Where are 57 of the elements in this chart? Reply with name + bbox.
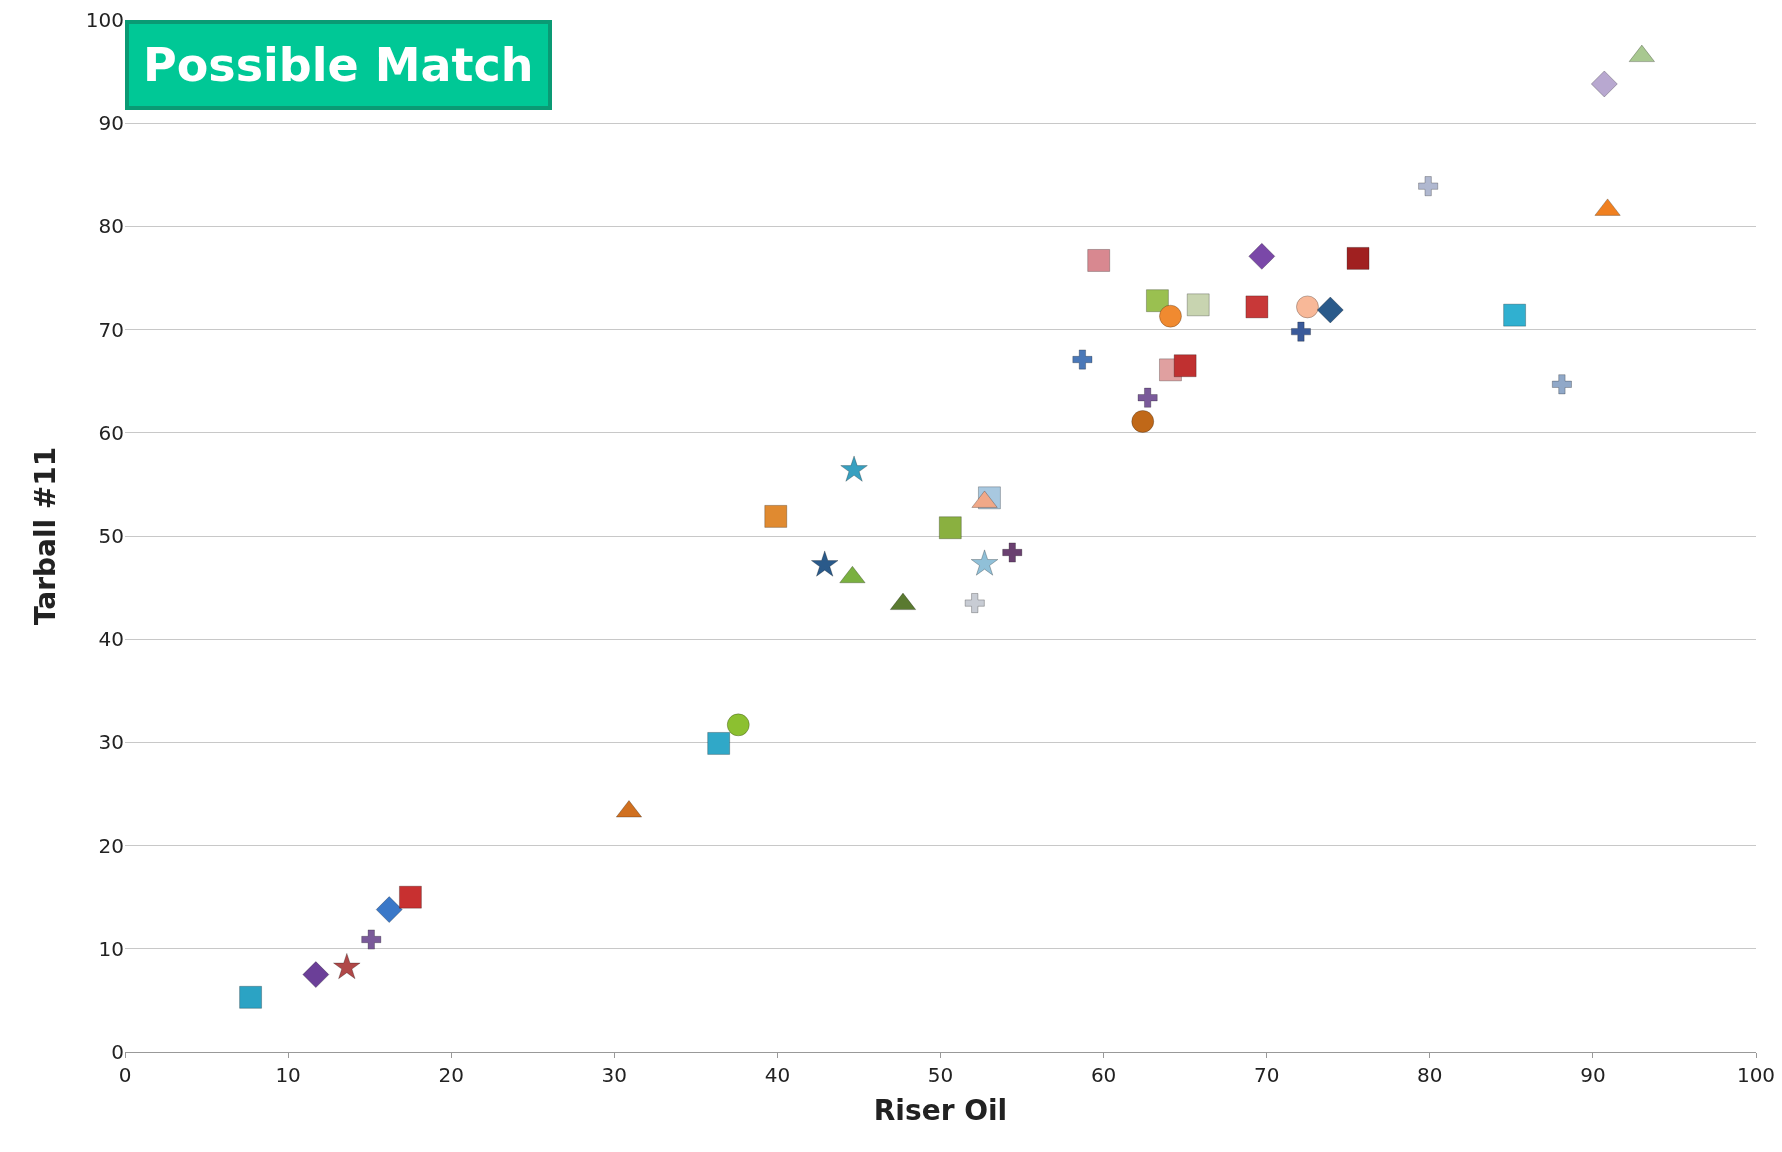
point bbox=[1186, 293, 1210, 317]
point bbox=[970, 549, 999, 576]
x-axis-title: Riser Oil bbox=[873, 1094, 1008, 1128]
point bbox=[375, 896, 403, 924]
point bbox=[810, 550, 839, 577]
point bbox=[1145, 289, 1169, 313]
point bbox=[361, 929, 382, 950]
point bbox=[1245, 295, 1269, 319]
point bbox=[1418, 176, 1439, 197]
point bbox=[1158, 304, 1182, 328]
x-tick-label: 100 bbox=[1736, 1063, 1776, 1087]
point bbox=[840, 455, 868, 482]
y-tick-label: 40 bbox=[98, 627, 124, 652]
point bbox=[1131, 409, 1155, 433]
y-tick-label: 90 bbox=[98, 111, 124, 136]
y-tick-label: 50 bbox=[98, 524, 124, 548]
x-tick-label: 50 bbox=[927, 1063, 954, 1087]
x-tick-label: 80 bbox=[1417, 1063, 1443, 1087]
x-tick-label: 60 bbox=[1090, 1063, 1117, 1087]
x-tick-label: 90 bbox=[1580, 1063, 1606, 1087]
x-tick-label: 30 bbox=[601, 1063, 628, 1087]
y-tick-label: 30 bbox=[98, 730, 124, 755]
y-tick-label: 10 bbox=[98, 936, 124, 961]
point bbox=[1290, 321, 1312, 342]
point bbox=[964, 592, 985, 614]
point bbox=[938, 516, 962, 540]
x-tick-label: 20 bbox=[438, 1063, 464, 1087]
point bbox=[1173, 354, 1197, 378]
annotation: Possible Match bbox=[143, 38, 534, 92]
point bbox=[1590, 70, 1618, 98]
y-tick-label: 80 bbox=[98, 214, 124, 239]
x-tick-label: 40 bbox=[764, 1063, 791, 1087]
point bbox=[764, 504, 788, 528]
x-tick-label: 10 bbox=[275, 1063, 301, 1087]
point bbox=[1137, 387, 1158, 408]
y-tick-label: 70 bbox=[98, 317, 124, 342]
point bbox=[1346, 246, 1370, 270]
point bbox=[707, 731, 731, 755]
point bbox=[239, 985, 263, 1009]
point bbox=[1295, 295, 1319, 319]
point bbox=[1087, 248, 1111, 272]
point bbox=[1248, 242, 1276, 270]
point bbox=[302, 961, 330, 989]
point bbox=[1503, 303, 1527, 327]
point bbox=[1551, 374, 1573, 395]
point bbox=[726, 713, 750, 737]
point bbox=[398, 885, 422, 909]
point bbox=[333, 952, 361, 980]
point bbox=[1316, 296, 1344, 324]
point bbox=[1002, 542, 1023, 563]
y-axis-title: Tarball #11 bbox=[28, 446, 62, 626]
y-tick-label: 60 bbox=[98, 420, 124, 445]
y-tick-label: 100 bbox=[85, 8, 124, 32]
y-tick-label: 0 bbox=[111, 1040, 124, 1064]
x-tick-label: 70 bbox=[1253, 1063, 1280, 1087]
point bbox=[1072, 349, 1093, 370]
y-tick-label: 20 bbox=[98, 833, 124, 858]
